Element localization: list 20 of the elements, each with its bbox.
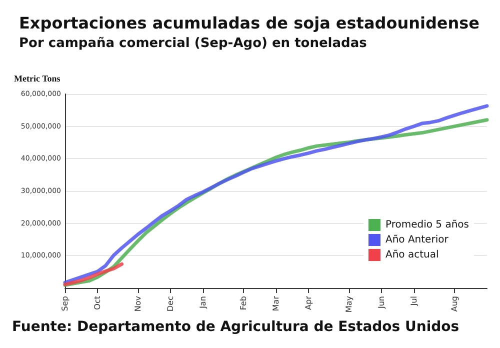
x-tick-label: Oct [92, 296, 102, 310]
line-series [63, 262, 124, 286]
x-tick-label: Mar [272, 295, 280, 312]
x-tick-label: Dec [166, 296, 175, 312]
legend-label: Año actual [385, 250, 439, 260]
x-tick-label: Jun [377, 296, 386, 310]
source-note: Fuente: Departamento de Agricultura de Estados Unidos [12, 319, 460, 335]
x-tick-label: Aug [450, 296, 460, 312]
y-axis-title: Metric Tons [14, 74, 61, 84]
x-tick-label: Sep [60, 296, 70, 312]
x-tick-label: Nov [134, 296, 143, 312]
legend-label: Año Anterior [385, 234, 450, 246]
x-tick-label: Jan [198, 296, 208, 310]
chart-title: Exportaciones acumuladas de soja estadounidense [19, 14, 480, 32]
x-tick-label: Jul [409, 296, 418, 307]
legend-label: Promedio 5 años [385, 220, 469, 230]
chart-subtitle: Por campaña comercial (Sep-Ago) en toneladas [19, 36, 368, 51]
x-tick-label: May [344, 296, 354, 313]
x-tick-label: Apr [304, 295, 313, 310]
x-tick-label: Feb [239, 296, 248, 310]
